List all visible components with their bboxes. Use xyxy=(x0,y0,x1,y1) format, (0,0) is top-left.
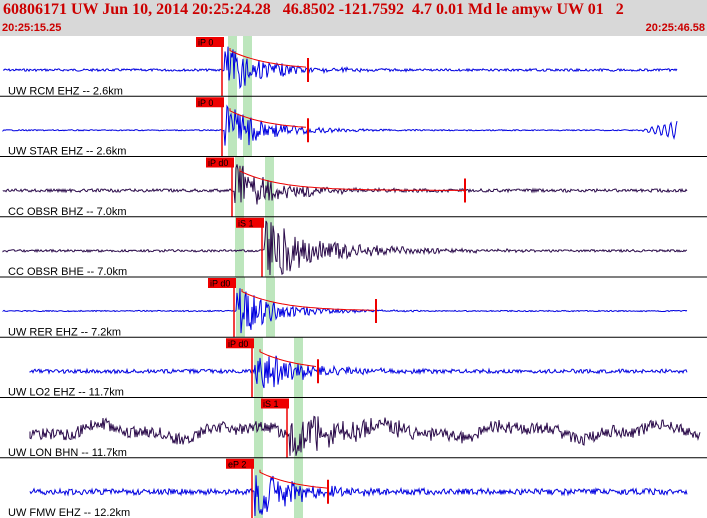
channel-label: UW RER EHZ -- 7.2km xyxy=(8,326,121,338)
coda-curve xyxy=(241,289,375,311)
waveform-trace xyxy=(2,46,678,90)
channel-row[interactable]: iP 0 UW RCM EHZ -- 2.6km xyxy=(2,36,678,97)
waveform-trace xyxy=(29,415,701,456)
waveform-trace xyxy=(29,355,688,389)
channel-row[interactable]: iS 1 UW LON BHN -- 11.7km xyxy=(0,397,707,459)
coda-curve xyxy=(229,48,307,68)
channel-label: UW FMW EHZ -- 12.2km xyxy=(8,507,130,518)
phase-pick-tag[interactable]: iS 1 xyxy=(236,217,264,229)
start-time: 20:25:15.25 xyxy=(2,22,62,34)
phase-pick-tag[interactable]: iS 1 xyxy=(261,398,289,410)
phase-pick-label: iP d0 xyxy=(208,158,228,168)
waveform-trace xyxy=(29,475,688,517)
channel-label: CC OBSR BHE -- 7.0km xyxy=(8,266,127,278)
phase-pick-label: eP 2 xyxy=(228,459,246,469)
seismogram-panel[interactable]: iP 0 UW RCM EHZ -- 2.6km iP 0 UW STAR EHZ -… xyxy=(0,36,707,518)
channel-label: UW RCM EHZ -- 2.6km xyxy=(8,85,123,97)
waveform-trace xyxy=(2,288,688,334)
phase-pick-tag[interactable]: iP 0 xyxy=(196,37,224,48)
channel-row[interactable]: iP d0 CC OBSR BHZ -- 7.0km xyxy=(0,156,707,218)
waveform-trace xyxy=(2,220,688,276)
end-time: 20:25:46.58 xyxy=(645,22,705,34)
channel-row[interactable]: iP d0 UW RER EHZ -- 7.2km xyxy=(0,276,707,338)
channel-row[interactable]: eP 2 UW FMW EHZ -- 12.2km xyxy=(0,457,707,518)
waveform-trace xyxy=(2,164,688,205)
coda-curve xyxy=(239,168,464,191)
event-header: 60806171 UW Jun 10, 2014 20:25:24.28 46.… xyxy=(0,0,707,36)
phase-pick-tag[interactable]: iP d0 xyxy=(226,338,254,349)
time-window-band xyxy=(266,277,275,338)
phase-pick-label: iP d0 xyxy=(228,339,248,349)
channel-label: CC OBSR BHZ -- 7.0km xyxy=(8,206,127,218)
phase-pick-label: iS 1 xyxy=(238,218,254,228)
event-title: 60806171 UW Jun 10, 2014 20:25:24.28 46.… xyxy=(3,1,624,18)
time-window-band xyxy=(228,36,237,97)
phase-pick-tag[interactable]: iP d0 xyxy=(206,157,234,169)
time-window-band xyxy=(235,216,244,277)
time-window-band xyxy=(294,397,303,458)
time-window-band xyxy=(265,156,274,217)
channel-row[interactable]: iS 1 CC OBSR BHE -- 7.0km xyxy=(0,216,707,278)
waveform-trace xyxy=(2,104,678,146)
phase-pick-label: iP d0 xyxy=(210,279,230,289)
channel-label: UW LON BHN -- 11.7km xyxy=(8,447,127,459)
phase-pick-label: iP 0 xyxy=(198,38,213,48)
time-window-band xyxy=(294,457,303,518)
channel-label: UW STAR EHZ -- 2.6km xyxy=(8,146,126,158)
phase-pick-tag[interactable]: iP 0 xyxy=(196,97,224,108)
channel-label: UW LO2 EHZ -- 11.7km xyxy=(8,387,124,399)
coda-curve xyxy=(259,349,317,367)
phase-pick-label: iS 1 xyxy=(263,399,279,409)
phase-pick-tag[interactable]: eP 2 xyxy=(226,458,254,470)
channel-row[interactable]: iP d0 UW LO2 EHZ -- 11.7km xyxy=(0,336,707,399)
phase-pick-tag[interactable]: iP d0 xyxy=(208,278,236,289)
channel-row[interactable]: iP 0 UW STAR EHZ -- 2.6km xyxy=(0,95,707,158)
coda-curve xyxy=(259,469,329,489)
phase-pick-label: iP 0 xyxy=(198,98,213,108)
coda-curve xyxy=(229,108,307,128)
